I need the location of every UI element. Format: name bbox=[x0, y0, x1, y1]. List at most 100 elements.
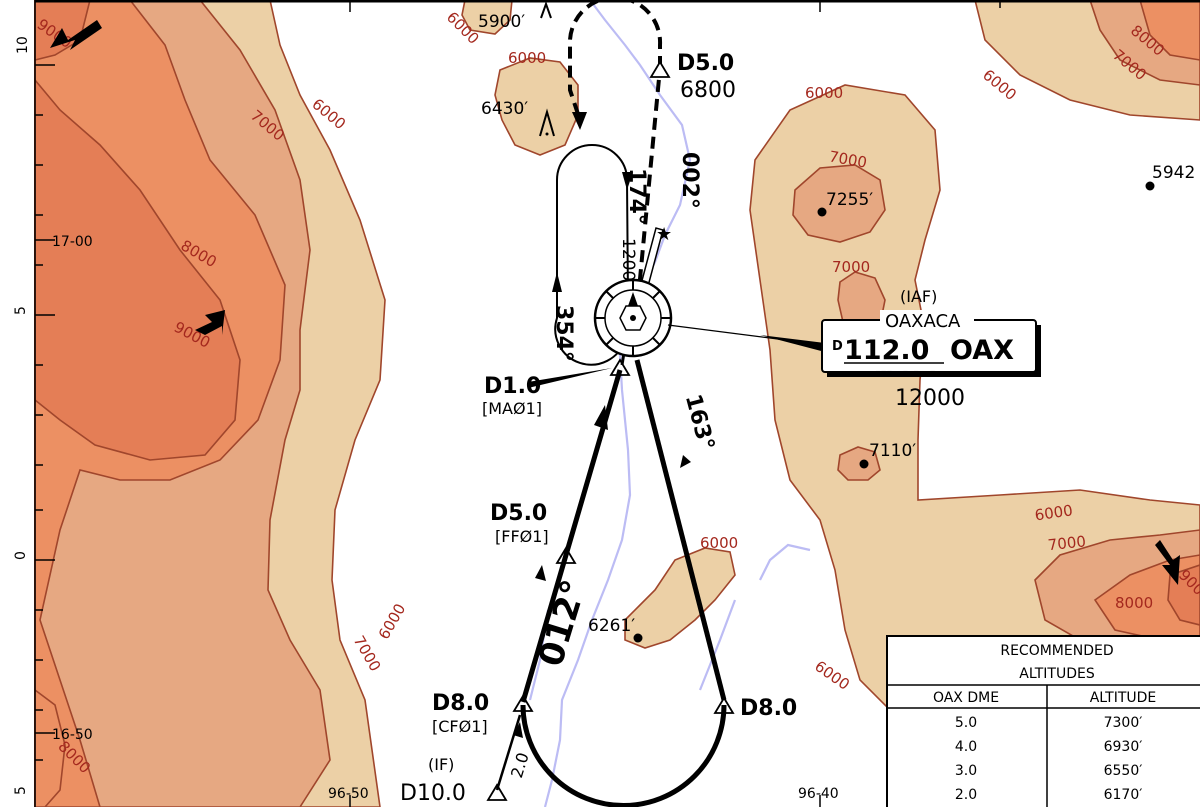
spot-elevation-label: 5900′ bbox=[478, 12, 525, 32]
missed-approach-track bbox=[636, 67, 662, 301]
spot-elevation-dot bbox=[817, 207, 827, 217]
fix-code: [MAØ1] bbox=[482, 399, 542, 418]
holding-arrow-icon bbox=[552, 272, 562, 292]
spot-elevation-label: 6430′ bbox=[481, 99, 528, 119]
terrain-north-hill bbox=[494, 57, 579, 156]
navaid-morse: --- .- -..- bbox=[875, 364, 936, 380]
navaid-box: (IAF) OAXACA D 112.0 OAX --- .- -..- 120… bbox=[821, 287, 1041, 411]
terrain-high-arrow-icon bbox=[50, 20, 102, 50]
bottom-ticks bbox=[349, 795, 821, 807]
navaid-role: (IAF) bbox=[900, 287, 937, 306]
obstacle-icon bbox=[539, 108, 555, 137]
contour-label: 8000 bbox=[1115, 594, 1153, 612]
terrain-high-arrow-icon bbox=[1155, 540, 1180, 585]
track-arrow-icon bbox=[513, 722, 523, 738]
obstacle-icon bbox=[540, 1, 552, 19]
navaid-frequency: 112.0 bbox=[844, 335, 929, 366]
terrain-top-hill bbox=[461, 0, 513, 35]
holding-arrow-icon bbox=[622, 172, 633, 190]
fix-role: (IF) bbox=[428, 755, 454, 774]
terrain-sw-8000 bbox=[34, 688, 66, 807]
top-ticks bbox=[349, 0, 1001, 12]
table-header: OAX DME bbox=[933, 690, 999, 706]
approach-tracks bbox=[495, 339, 727, 807]
contour-label: 7000 bbox=[1047, 532, 1087, 554]
vor-center-dot bbox=[630, 315, 636, 321]
missed-approach-turn bbox=[568, 0, 663, 121]
holding-altitude: 12000 bbox=[618, 238, 638, 292]
spot-elevation-dot bbox=[633, 633, 643, 643]
navaid-ident: OAX bbox=[950, 335, 1014, 366]
table-title: ALTITUDES bbox=[1019, 666, 1095, 682]
fix-pointer bbox=[528, 368, 612, 388]
fix-altitude: 6800 bbox=[680, 78, 736, 103]
missed-approach-arrow-icon bbox=[572, 112, 587, 130]
outbound-leg bbox=[634, 359, 727, 701]
leg-distance: 2.0 bbox=[507, 750, 533, 780]
dme-scale-label: 5 bbox=[13, 306, 29, 315]
fix-name: D8.0 bbox=[432, 691, 489, 716]
table-cell: 6930′ bbox=[1104, 739, 1143, 755]
table-cell: 2.0 bbox=[955, 787, 977, 803]
river-branch-3 bbox=[698, 599, 737, 691]
holding-outbound-course: 354° bbox=[551, 305, 576, 362]
holding-pattern-track bbox=[554, 144, 629, 366]
table-cell: 7300′ bbox=[1104, 715, 1143, 731]
contour-label: 6000 bbox=[375, 600, 410, 642]
river-branch-2 bbox=[759, 543, 811, 581]
spot-elevation-dot bbox=[859, 459, 869, 469]
lon-label: 96-40 bbox=[798, 786, 839, 802]
fix-markers bbox=[486, 60, 735, 801]
navaid-name-bg bbox=[880, 310, 974, 330]
fix-triangle-icon bbox=[649, 60, 671, 78]
left-ticks bbox=[35, 64, 55, 761]
final-approach-track bbox=[520, 369, 623, 703]
terrain-high-arrow-icon bbox=[195, 310, 225, 335]
terrain-layer bbox=[34, 0, 1200, 807]
contour-label: 6000 bbox=[508, 49, 546, 67]
contour-label: 7000 bbox=[832, 258, 870, 276]
recommended-altitudes-table: RECOMMENDED ALTITUDES OAX DME ALTITUDE 5… bbox=[886, 635, 1200, 807]
star-icon: ★ bbox=[656, 224, 672, 245]
contour-label: 6000 bbox=[805, 84, 843, 102]
vor-dme-symbol bbox=[593, 278, 673, 358]
chart-frame bbox=[34, 0, 1200, 807]
track-arrow-icon bbox=[535, 565, 546, 581]
vor-north-arrow-icon bbox=[628, 292, 638, 306]
vor-compass-ticks bbox=[595, 280, 671, 356]
track-arrow-icon bbox=[594, 405, 608, 430]
terrain-east-7000-peak bbox=[792, 164, 886, 243]
table-frame bbox=[886, 635, 1200, 807]
navaid-altitude: 12000 bbox=[895, 386, 965, 411]
terrain-south-hill bbox=[624, 547, 736, 649]
missed-approach bbox=[568, 0, 663, 301]
table-cell: 4.0 bbox=[955, 739, 977, 755]
lat-label: 17-00 bbox=[52, 234, 93, 250]
contour-label: 6000 bbox=[979, 66, 1020, 104]
fix-name: D8.0 bbox=[740, 696, 797, 721]
table-cell: 5.0 bbox=[955, 715, 977, 731]
contour-label: 7000 bbox=[350, 633, 385, 675]
table-header: ALTITUDE bbox=[1090, 690, 1157, 706]
table-cell: 6550′ bbox=[1104, 763, 1143, 779]
navaid-dme-mark: D bbox=[832, 339, 843, 354]
dme-scale-label: 0 bbox=[13, 551, 29, 560]
lat-label: 16-50 bbox=[52, 727, 93, 743]
navaid-leader-wedge bbox=[760, 335, 825, 352]
fix-labels: D5.0 6800 D1.0 [MAØ1] D5.0 [FFØ1] D8.0 [… bbox=[400, 51, 797, 806]
track-arrows bbox=[513, 405, 691, 738]
contour-label: 6000 bbox=[1034, 501, 1074, 524]
dme-scale-label: 10 bbox=[15, 36, 31, 54]
navaid-name: OAXACA bbox=[885, 311, 961, 332]
table-cell: 3.0 bbox=[955, 763, 977, 779]
contour-label: 6000 bbox=[700, 534, 738, 552]
lon-label: 96-50 bbox=[328, 786, 369, 802]
table-cell: 6170′ bbox=[1104, 787, 1143, 803]
fix-name: D10.0 bbox=[400, 781, 466, 806]
contour-label: 6000 bbox=[811, 657, 853, 694]
terrain-arrows bbox=[50, 20, 1180, 585]
fix-name: D5.0 bbox=[677, 51, 734, 76]
final-approach-course: 012° bbox=[531, 575, 595, 671]
missed-approach-course: 002° bbox=[677, 152, 702, 209]
